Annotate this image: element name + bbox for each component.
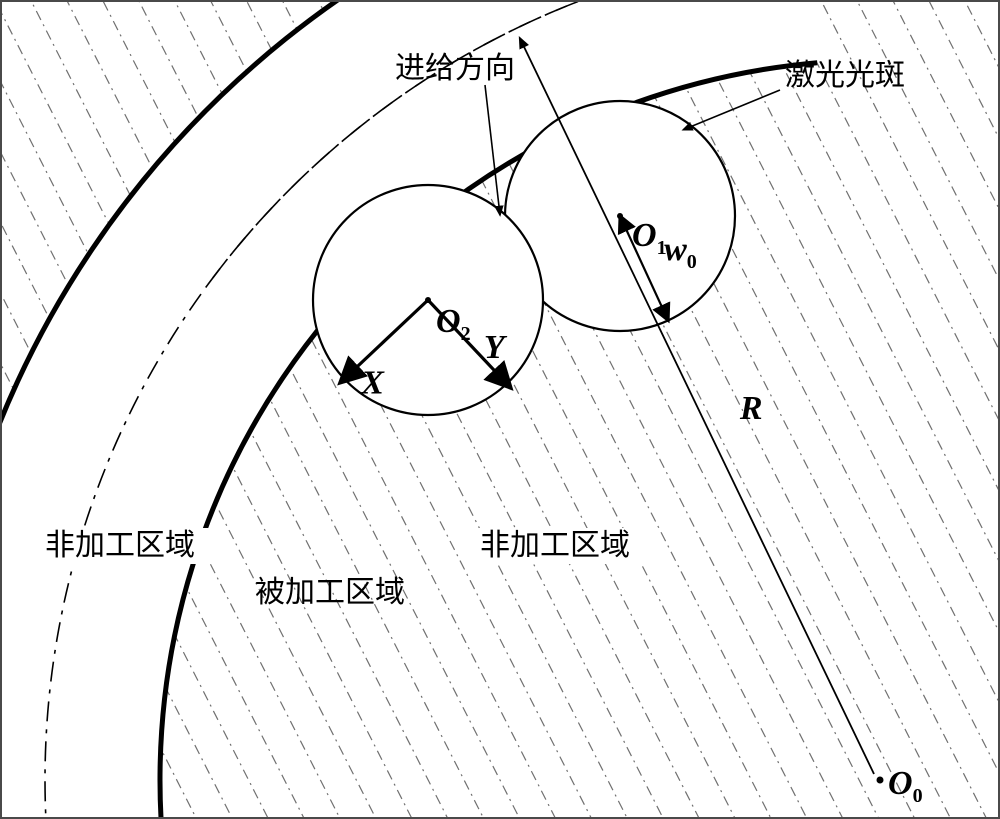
diagram-frame: 进给方向激光光斑非加工区域被加工区域非加工区域O1O2O0w0RXY	[0, 0, 1000, 819]
label-non-right: 非加工区域	[480, 529, 630, 562]
label-R: R	[739, 390, 763, 427]
label-laser-spot: 激光光斑	[785, 59, 905, 92]
label-y: Y	[484, 329, 508, 366]
diagram-svg: 进给方向激光光斑非加工区域被加工区域非加工区域O1O2O0w0RXY	[0, 0, 1000, 819]
label-processed: 被加工区域	[255, 576, 405, 609]
label-x: X	[360, 364, 385, 401]
label-feed-dir: 进给方向	[395, 52, 515, 85]
center-o0	[877, 777, 884, 784]
label-non-left: 非加工区域	[45, 529, 195, 562]
